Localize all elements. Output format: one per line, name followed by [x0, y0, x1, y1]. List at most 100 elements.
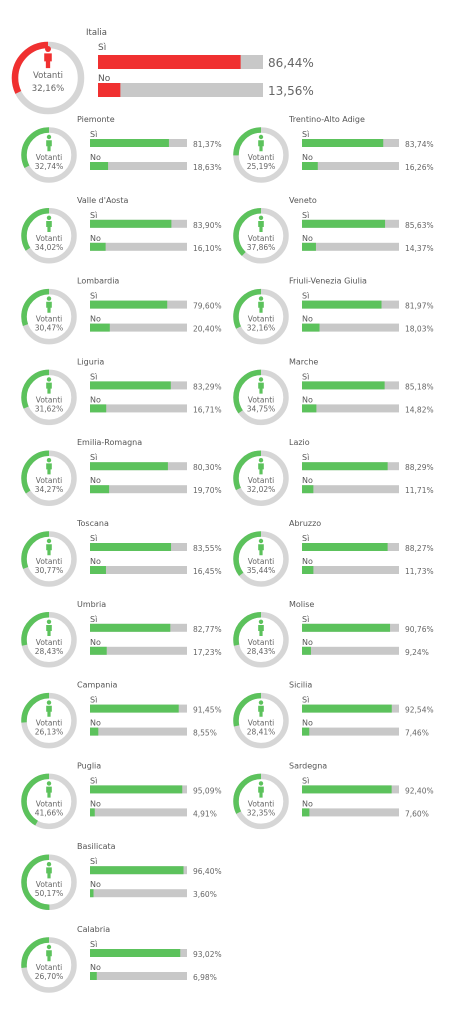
region-no-bar-fill	[90, 972, 97, 980]
region-no-bar-fill	[90, 566, 106, 574]
region-no-value: 8,55%	[193, 729, 217, 738]
region-votanti-label: Votanti	[248, 638, 274, 647]
region-si-bar-fill	[302, 139, 384, 147]
region-si-bar-fill	[302, 462, 388, 471]
region-name: Molise	[289, 600, 314, 609]
region-no-bar-track	[90, 646, 187, 655]
region-no-label: No	[302, 395, 313, 404]
region-name: Basilicata	[77, 842, 116, 851]
person-icon-body	[46, 867, 52, 879]
region-turnout-value: 34,75%	[247, 404, 276, 413]
region-turnout-ring-arc	[21, 288, 77, 345]
region-turnout-value: 34,27%	[35, 485, 64, 494]
region-votanti-label: Votanti	[36, 638, 62, 647]
region-name: Abruzzo	[289, 519, 321, 528]
national-si-value: 86,44%	[268, 56, 314, 70]
region-turnout-value: 30,77%	[35, 566, 64, 575]
region-si-label: Sì	[302, 534, 309, 543]
region-votanti-label: Votanti	[248, 799, 274, 808]
person-icon-body	[258, 463, 264, 475]
region-turnout-ring-arc	[233, 773, 289, 830]
region-no-bar-fill	[302, 646, 311, 655]
region-si-value: 85,18%	[405, 382, 434, 391]
person-icon-head	[46, 538, 52, 544]
region-votanti-label: Votanti	[36, 557, 62, 566]
region-votanti-label: Votanti	[248, 557, 274, 566]
region-si-label: Sì	[90, 776, 97, 785]
region-si-label: Sì	[90, 130, 97, 139]
person-icon	[44, 46, 52, 69]
region-votanti-label: Votanti	[36, 799, 62, 808]
region-si-value: 88,29%	[405, 463, 434, 472]
region-si-value: 80,30%	[193, 463, 222, 472]
region-si-value: 83,55%	[193, 544, 222, 553]
region-no-value: 4,91%	[193, 809, 217, 818]
person-icon-body	[46, 544, 52, 556]
person-icon-body	[46, 140, 52, 152]
region-si-value: 95,09%	[193, 786, 222, 795]
region-name: Sicilia	[289, 681, 312, 690]
region-no-bar-fill	[90, 808, 95, 817]
person-icon-body	[46, 301, 52, 313]
person-icon	[46, 781, 52, 798]
person-icon	[46, 134, 52, 152]
region-no-value: 14,82%	[405, 405, 434, 414]
region-name: Toscana	[76, 519, 109, 528]
region-si-label: Sì	[90, 696, 97, 705]
region-turnout-ring-arc	[233, 612, 289, 668]
region-no-label: No	[90, 638, 101, 647]
region-turnout-ring-arc	[233, 531, 289, 587]
region-no-bar-fill	[90, 162, 109, 170]
person-icon-head	[258, 781, 264, 786]
region-no-bar-track	[302, 404, 399, 413]
region-turnout-value: 30,47%	[35, 324, 64, 333]
region-name: Puglia	[77, 761, 101, 770]
person-icon-head	[258, 619, 264, 624]
region-si-label: Sì	[302, 776, 309, 785]
region-si-bar-fill	[90, 623, 171, 632]
region-turnout-ring-arc	[21, 937, 77, 993]
region-si-label: Sì	[90, 372, 97, 381]
person-icon	[46, 458, 52, 475]
region-no-value: 16,45%	[193, 567, 222, 576]
region-no-label: No	[302, 234, 313, 243]
region-si-bar-fill	[302, 543, 388, 551]
region-votanti-label: Votanti	[248, 476, 274, 485]
region-si-label: Sì	[302, 696, 309, 705]
region-no-bar-fill	[90, 323, 110, 332]
person-icon-head	[258, 296, 264, 301]
region-turnout-ring-arc	[233, 127, 289, 183]
national-turnout-ring-arc	[11, 41, 85, 115]
region-no-bar-track	[302, 727, 399, 736]
region-si-bar-fill	[90, 866, 184, 875]
national-si-bar-fill	[98, 55, 241, 69]
region-si-value: 92,40%	[405, 786, 434, 795]
region-si-bar-fill	[90, 785, 183, 794]
region-no-bar-fill	[302, 727, 310, 736]
region-no-label: No	[90, 395, 101, 404]
region-si-bar-fill	[90, 949, 181, 957]
region-si-value: 82,77%	[193, 625, 222, 634]
region-name: Trentino-Alto Adige	[288, 115, 365, 124]
region-si-bar-fill	[90, 139, 169, 147]
region-si-value: 91,45%	[193, 706, 222, 715]
person-icon	[46, 944, 52, 962]
national-no-label: No	[98, 74, 111, 84]
region-turnout-ring-arc	[21, 692, 77, 749]
region-si-label: Sì	[90, 615, 97, 624]
person-icon-body	[46, 705, 52, 717]
region-turnout-value: 28,41%	[247, 728, 276, 737]
region-no-bar-track	[90, 889, 187, 898]
region-no-value: 20,40%	[193, 325, 222, 334]
region-si-label: Sì	[302, 615, 309, 624]
region-no-label: No	[90, 799, 101, 808]
person-icon	[258, 538, 264, 556]
